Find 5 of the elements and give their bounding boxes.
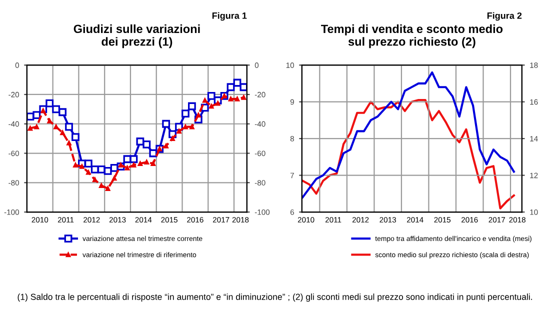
text: Figura 1 bbox=[212, 12, 247, 21]
chart-title: Tempi di vendita e sconto medio sul prezzo richiesto (2) bbox=[321, 24, 503, 48]
text: (1) Saldo tra le percentuali di risposte “in aumento” e “in diminuzione” ; (2) gli sconti medi sul prezzo sono indicati in punti percentuali. bbox=[18, 294, 532, 302]
chart-title: Giudizi sulle variazioni dei prezzi (1) bbox=[74, 24, 200, 48]
text: Figura 2 bbox=[487, 12, 522, 21]
